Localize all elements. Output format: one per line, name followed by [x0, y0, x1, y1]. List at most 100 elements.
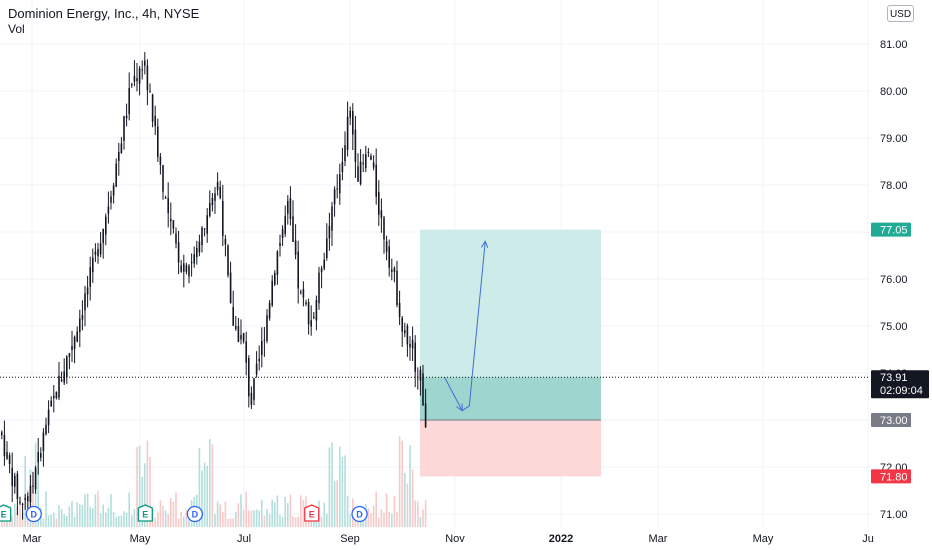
candle-body [159, 156, 162, 165]
candle-body [242, 333, 245, 342]
candle-body [21, 503, 24, 505]
volume-bar [315, 518, 318, 527]
candle-body [84, 293, 86, 311]
volume-bar [320, 516, 323, 527]
candle-body [203, 228, 206, 230]
time-tick-label: Mar [23, 533, 42, 545]
long-position-tool[interactable] [420, 229, 601, 477]
volume-bar [175, 492, 177, 527]
volume-bar [128, 492, 130, 527]
candle-body [42, 432, 45, 451]
time-axis[interactable]: Mar May Jul Sep Nov 2022 Mar May Ju [0, 527, 932, 550]
candle-body [209, 203, 211, 217]
volume-bar [68, 506, 71, 527]
dividend-marker[interactable]: D [25, 505, 42, 523]
candle-body [372, 162, 375, 168]
candle-body [29, 485, 32, 503]
candle-body [352, 110, 354, 135]
earnings-marker[interactable]: E [0, 504, 12, 522]
volume-bar [201, 470, 203, 527]
candle-body [422, 373, 424, 406]
candle-body [258, 358, 260, 362]
volume-bar [60, 509, 63, 527]
candle-body [232, 307, 234, 326]
candle-body [266, 315, 268, 341]
volume-bar [388, 512, 390, 527]
volume-bar [16, 506, 19, 527]
volume-bar [71, 501, 73, 527]
candle-body [185, 265, 188, 272]
candle-body [86, 287, 89, 295]
chart-title: Dominion Energy, Inc., 4h, NYSE [8, 6, 200, 21]
volume-bar [118, 516, 120, 527]
candle-body [326, 238, 328, 258]
volume-bar [424, 500, 427, 527]
volume-bar [115, 517, 117, 527]
volume-bar [391, 513, 393, 527]
volume-bar [110, 493, 112, 527]
candle-body [320, 268, 323, 273]
volume-bar [81, 505, 84, 527]
volume-bar [289, 494, 292, 527]
earnings-marker[interactable]: E [137, 504, 153, 522]
candle-body [68, 353, 71, 357]
dividend-marker[interactable]: D [186, 505, 204, 523]
candle-body [136, 78, 138, 82]
volume-bar [346, 495, 349, 527]
candle-body [279, 242, 281, 247]
volume-bar [86, 493, 89, 527]
candle-body [1, 432, 3, 436]
candle-body [76, 331, 78, 342]
candle-body [92, 257, 94, 273]
volume-bar [341, 456, 344, 527]
candle-body [73, 336, 76, 349]
candle-body [53, 395, 55, 399]
volume-bar [206, 466, 208, 527]
volume-bar [393, 495, 396, 527]
candle-body [58, 375, 60, 398]
candle-body [336, 188, 338, 190]
candle-body [297, 251, 299, 289]
volume-bar [276, 495, 279, 527]
candle-body [32, 485, 34, 487]
currency-button[interactable]: USD [887, 5, 914, 22]
time-tick-label: 2022 [549, 533, 573, 545]
volume-bar [198, 447, 201, 527]
price-tick-label: 79.00 [880, 133, 908, 145]
volume-bar [401, 440, 403, 527]
volume-bar [271, 499, 273, 527]
volume-bar [112, 511, 115, 527]
candle-body [331, 206, 333, 231]
event-label: E [1, 510, 7, 520]
entry-price-tag [871, 413, 911, 427]
candle-body [409, 343, 411, 348]
candle-body [206, 215, 208, 234]
volume-bar [414, 500, 416, 527]
candle-body [201, 227, 203, 246]
volume-bar [162, 506, 164, 527]
volume-bar [79, 504, 81, 527]
price-axis[interactable]: 81.0080.0079.0078.0077.0076.0075.0074.00… [870, 0, 932, 550]
earnings-marker[interactable]: E [304, 504, 320, 522]
dividend-marker[interactable]: D [351, 505, 368, 523]
event-label: D [356, 510, 363, 520]
target-price-tag-text: 77.05 [880, 225, 908, 237]
candle-body [406, 325, 409, 345]
candle-body [383, 217, 385, 240]
candle-body [175, 233, 177, 244]
volume-bar [268, 514, 271, 527]
candle-body [120, 143, 123, 154]
volume-bar [406, 483, 409, 527]
candle-body [45, 424, 47, 435]
volume-bar [14, 503, 16, 527]
dividend-icon [186, 505, 204, 523]
volume-bar [227, 518, 229, 527]
candle-body [170, 218, 172, 222]
candle-body [112, 185, 115, 196]
candle-body [333, 189, 336, 205]
volume-bar [154, 517, 156, 527]
volume-label: Vol [8, 22, 25, 36]
projection-arrow[interactable] [444, 240, 489, 412]
